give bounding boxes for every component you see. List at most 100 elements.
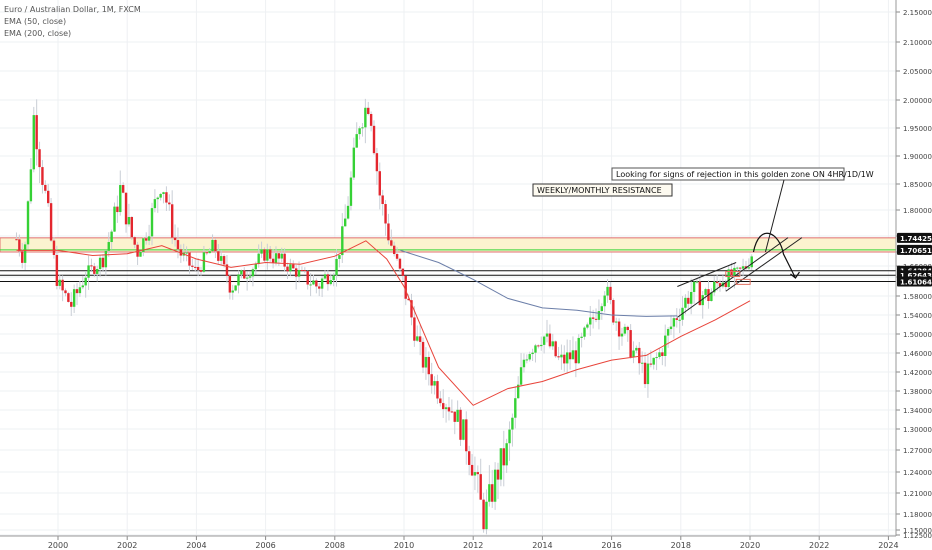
candle-body[interactable]	[378, 171, 381, 196]
candle-body[interactable]	[730, 269, 733, 276]
candle-body[interactable]	[341, 226, 344, 256]
candle-body[interactable]	[98, 257, 102, 269]
candle-body[interactable]	[231, 290, 234, 293]
candle-body[interactable]	[326, 274, 330, 285]
candle-body[interactable]	[139, 251, 142, 257]
candle-body[interactable]	[646, 363, 650, 385]
candle-body[interactable]	[392, 245, 396, 255]
candle-body[interactable]	[413, 317, 416, 341]
candle-body[interactable]	[309, 284, 312, 286]
candle-body[interactable]	[32, 115, 35, 170]
candle-body[interactable]	[257, 253, 260, 265]
candle-body[interactable]	[142, 238, 145, 252]
candle-body[interactable]	[715, 281, 719, 284]
candle-body[interactable]	[577, 337, 580, 364]
candle-body[interactable]	[493, 469, 497, 502]
candle-body[interactable]	[358, 128, 361, 135]
candle-body[interactable]	[462, 419, 465, 440]
candle-body[interactable]	[15, 239, 18, 241]
candle-body[interactable]	[669, 326, 673, 330]
candle-body[interactable]	[320, 278, 324, 289]
candle-body[interactable]	[147, 236, 151, 241]
candle-body[interactable]	[603, 295, 606, 307]
candle-body[interactable]	[205, 252, 208, 254]
candle-body[interactable]	[136, 244, 139, 257]
trendline[interactable]	[725, 237, 803, 292]
candle-body[interactable]	[150, 208, 154, 237]
candle-body[interactable]	[522, 359, 526, 368]
candle-body[interactable]	[615, 321, 618, 323]
candle-body[interactable]	[185, 252, 188, 254]
candle-body[interactable]	[306, 271, 309, 285]
candle-body[interactable]	[101, 257, 105, 268]
candle-body[interactable]	[447, 407, 451, 412]
candle-body[interactable]	[49, 203, 53, 241]
candle-body[interactable]	[638, 347, 641, 364]
candle-body[interactable]	[225, 264, 229, 276]
candle-body[interactable]	[643, 362, 647, 385]
candle-body[interactable]	[335, 258, 338, 276]
resistance-label-box[interactable]	[532, 183, 673, 197]
candle-body[interactable]	[485, 501, 488, 530]
candle-body[interactable]	[741, 266, 745, 269]
candle-body[interactable]	[701, 295, 704, 306]
candle-body[interactable]	[349, 177, 353, 206]
candle-body[interactable]	[508, 429, 511, 444]
callout-box[interactable]	[611, 167, 845, 181]
candle-body[interactable]	[170, 204, 174, 238]
candle-body[interactable]	[620, 333, 624, 337]
candle-body[interactable]	[173, 237, 177, 241]
candle-body[interactable]	[271, 258, 275, 263]
candle-body[interactable]	[292, 264, 295, 269]
candle-body[interactable]	[29, 169, 33, 202]
candle-body[interactable]	[537, 345, 540, 347]
candle-body[interactable]	[491, 484, 494, 502]
candle-body[interactable]	[127, 217, 131, 225]
candle-body[interactable]	[199, 270, 203, 272]
candle-body[interactable]	[355, 134, 358, 148]
candle-body[interactable]	[531, 352, 534, 355]
candle-body[interactable]	[398, 258, 402, 269]
candle-body[interactable]	[623, 326, 627, 334]
candle-body[interactable]	[606, 286, 609, 296]
candle-body[interactable]	[612, 300, 615, 323]
candle-body[interactable]	[580, 336, 583, 338]
candle-body[interactable]	[21, 251, 24, 263]
candle-body[interactable]	[133, 237, 136, 245]
candle-body[interactable]	[514, 398, 517, 418]
candle-body[interactable]	[75, 289, 79, 294]
candle-body[interactable]	[534, 345, 537, 353]
candle-body[interactable]	[629, 330, 632, 358]
candle-body[interactable]	[421, 341, 425, 368]
candle-body[interactable]	[600, 306, 603, 312]
candle-body[interactable]	[672, 318, 676, 327]
candle-body[interactable]	[38, 149, 41, 168]
candle-body[interactable]	[560, 354, 563, 358]
ema200-line[interactable]	[400, 249, 678, 317]
candle-body[interactable]	[658, 352, 661, 358]
candle-body[interactable]	[300, 270, 304, 272]
candle-body[interactable]	[228, 275, 232, 293]
candle-body[interactable]	[194, 266, 197, 268]
candle-body[interactable]	[23, 244, 27, 263]
candle-body[interactable]	[698, 281, 702, 306]
candle-body[interactable]	[649, 363, 653, 365]
candle-body[interactable]	[245, 277, 249, 279]
candle-body[interactable]	[84, 277, 87, 286]
candle-body[interactable]	[96, 268, 99, 274]
candle-body[interactable]	[499, 448, 503, 480]
candle-body[interactable]	[286, 266, 289, 272]
candle-body[interactable]	[211, 239, 214, 252]
candle-body[interactable]	[470, 464, 474, 476]
candle-body[interactable]	[78, 287, 82, 294]
candle-body[interactable]	[655, 357, 658, 359]
candle-body[interactable]	[548, 333, 552, 347]
candle-body[interactable]	[87, 265, 90, 278]
order-block-box[interactable]	[725, 271, 741, 277]
candle-body[interactable]	[297, 270, 301, 277]
candle-body[interactable]	[312, 280, 315, 285]
candle-body[interactable]	[107, 242, 110, 251]
candle-body[interactable]	[121, 185, 125, 193]
price-label-box[interactable]	[897, 244, 932, 255]
candle-body[interactable]	[162, 192, 165, 194]
